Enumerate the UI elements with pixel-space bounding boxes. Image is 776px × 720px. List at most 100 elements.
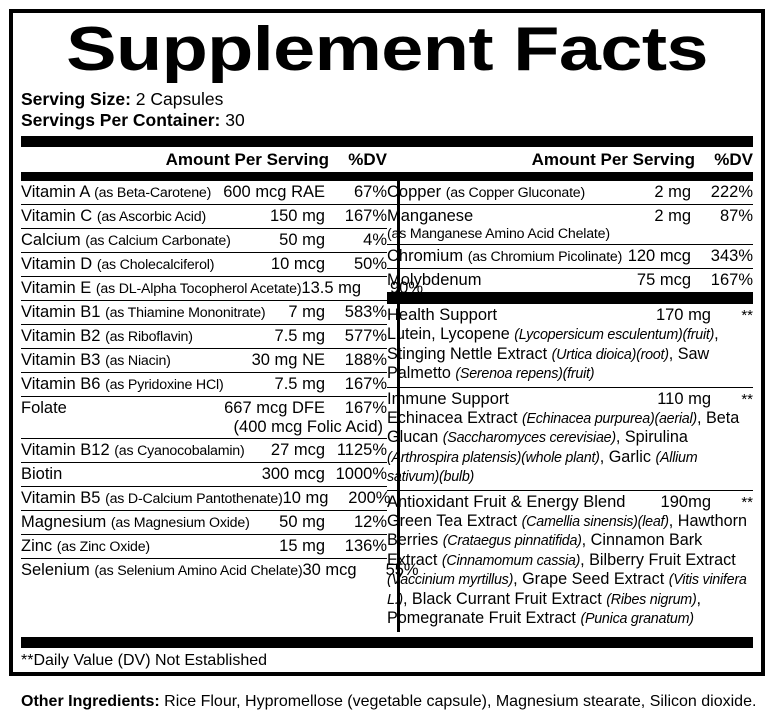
nutrient-amount: 7.5 mg xyxy=(274,327,325,345)
servings-per-container-label: Servings Per Container: xyxy=(21,110,221,130)
nutrient-dv: 167% xyxy=(344,399,387,417)
page-title: Supplement Facts xyxy=(66,15,708,84)
blend-dv: ** xyxy=(741,390,753,408)
nutrient-amount: 50 mg xyxy=(279,231,325,249)
blend-name: Immune Support xyxy=(387,389,509,408)
nutrient-name: Folate xyxy=(21,399,67,417)
nutrient-row: Copper (as Copper Gluconate) 2 mg 222% xyxy=(387,181,753,205)
nutrient-amount: 2 mg xyxy=(654,207,691,225)
amount-per-serving-header-right: Amount Per Serving xyxy=(531,150,695,169)
nutrient-row: Vitamin A (as Beta-Carotene) 600 mcg RAE 6… xyxy=(21,181,387,205)
nutrient-source: (as Cyanocobalamin) xyxy=(114,443,245,459)
nutrient-source: (as Selenium Amino Acid Chelate) xyxy=(94,563,303,579)
nutrient-amount: 7 mg xyxy=(288,303,325,321)
nutrient-dv: 167% xyxy=(710,271,753,289)
nutrient-dv: 167% xyxy=(344,207,387,225)
nutrient-row: Vitamin C (as Ascorbic Acid) 150 mg 167% xyxy=(21,205,387,229)
nutrient-row: Calcium (as Calcium Carbonate) 50 mg 4% xyxy=(21,229,387,253)
nutrient-amount: 300 mcg xyxy=(261,465,325,483)
nutrient-row: Vitamin B3 (as Niacin) 30 mg NE 188% xyxy=(21,349,387,373)
nutrient-source: (as Niacin) xyxy=(105,353,171,369)
nutrient-amount: 600 mcg RAE xyxy=(223,183,325,201)
divider-bar-blends xyxy=(387,293,753,304)
serving-size-label: Serving Size: xyxy=(21,89,131,109)
supplement-facts-panel: Supplement Facts Serving Size: 2 Capsule… xyxy=(9,9,765,676)
nutrient-source-second-line: (as Manganese Amino Acid Chelate) xyxy=(387,226,610,242)
nutrient-columns: Vitamin A (as Beta-Carotene) 600 mcg RAE 6… xyxy=(21,181,753,632)
dv-header-right: %DV xyxy=(714,150,753,169)
nutrient-source: (as Magnesium Oxide) xyxy=(110,515,250,531)
nutrient-amount: 13.5 mg xyxy=(301,279,362,297)
nutrient-row: Vitamin B2 (as Riboflavin) 7.5 mg 577% xyxy=(21,325,387,349)
nutrient-source: (as Thiamine Mononitrate) xyxy=(105,305,266,321)
servings-per-container-value: 30 xyxy=(220,110,245,130)
nutrient-name: Vitamin A (as Beta-Carotene) xyxy=(21,183,212,201)
nutrient-source: (as D-Calcium Pantothenate) xyxy=(105,491,283,507)
nutrient-dv: 577% xyxy=(344,327,387,345)
nutrient-name: Biotin xyxy=(21,465,63,483)
nutrient-dv: 67% xyxy=(353,183,387,201)
nutrient-source: (as Riboflavin) xyxy=(105,329,193,345)
blend-name: Health Support xyxy=(387,306,498,324)
blend-ingredients: Green Tea Extract (Camellia sinensis)(le… xyxy=(387,511,748,628)
blend-row: Antioxidant Fruit & Energy Blend 190mg **… xyxy=(387,491,753,632)
nutrient-dv: 1000% xyxy=(335,465,387,483)
nutrient-name: Vitamin B6 (as Pyridoxine HCl) xyxy=(21,375,224,393)
nutrient-source: (as Zinc Oxide) xyxy=(56,539,150,555)
column-headers: Amount Per Serving %DV Amount Per Serving… xyxy=(21,150,753,181)
nutrient-name: Zinc (as Zinc Oxide) xyxy=(21,537,150,555)
nutrient-amount: 667 mcg DFE xyxy=(224,399,325,417)
nutrient-row: Manganese 2 mg 87% (as Manganese Amino Acid… xyxy=(387,205,753,245)
servings-per-container-line: Servings Per Container: 30 xyxy=(21,110,753,131)
other-ingredients-value: Rice Flour, Hypromellose (vegetable caps… xyxy=(159,693,757,710)
nutrient-row: Folate 667 mcg DFE 167% (400 mcg Folic Acid… xyxy=(21,397,387,439)
nutrient-name: Selenium (as Selenium Amino Acid Chelate… xyxy=(21,561,303,579)
nutrient-row: Vitamin E (as DL-Alpha Tocopherol Acetat… xyxy=(21,277,423,301)
serving-info: Serving Size: 2 Capsules Servings Per Co… xyxy=(21,89,753,131)
nutrient-amount: 10 mg xyxy=(282,489,329,507)
nutrient-name: Vitamin B3 (as Niacin) xyxy=(21,351,171,369)
nutrient-name: Chromium (as Chromium Picolinate) xyxy=(387,247,623,265)
nutrient-dv: 4% xyxy=(363,231,387,249)
nutrient-dv: 343% xyxy=(710,247,753,265)
nutrient-dv: 188% xyxy=(344,351,387,369)
blend-ingredients: Lutein, Lycopene (Lycopersicum esculentu… xyxy=(387,325,719,382)
nutrient-name: Vitamin C (as Ascorbic Acid) xyxy=(21,207,206,225)
nutrient-name: Copper (as Copper Gluconate) xyxy=(387,183,586,201)
nutrient-name: Manganese xyxy=(387,207,474,225)
nutrient-name: Vitamin D (as Cholecalciferol) xyxy=(21,255,215,273)
nutrient-row: Vitamin B6 (as Pyridoxine HCl) 7.5 mg 167% xyxy=(21,373,387,397)
right-header-rule xyxy=(387,172,753,181)
right-nutrient-column: Copper (as Copper Gluconate) 2 mg 222% Mang… xyxy=(387,181,753,632)
other-ingredients: Other Ingredients: Rice Flour, Hypromell… xyxy=(21,692,761,711)
amount-per-serving-header-left: Amount Per Serving xyxy=(165,150,329,169)
nutrient-row: Vitamin B12 (as Cyanocobalamin) 27 mcg 112… xyxy=(21,439,387,463)
nutrient-amount: 30 mg NE xyxy=(251,351,325,369)
nutrient-row: Magnesium (as Magnesium Oxide) 50 mg 12% xyxy=(21,511,387,535)
nutrient-row: Molybdenum 75 mcg 167% xyxy=(387,269,753,293)
nutrient-amount: 150 mg xyxy=(269,207,325,225)
nutrient-name: Vitamin B1 (as Thiamine Mononitrate) xyxy=(21,303,266,321)
left-nutrient-column: Vitamin A (as Beta-Carotene) 600 mcg RAE 6… xyxy=(21,181,423,632)
nutrient-dv: 1125% xyxy=(336,441,387,459)
nutrient-dv: 583% xyxy=(344,303,387,321)
nutrient-dv: 55% xyxy=(385,561,419,579)
nutrient-dv: 167% xyxy=(344,375,387,393)
nutrient-source: (as Chromium Picolinate) xyxy=(467,249,623,265)
nutrient-amount: 120 mcg xyxy=(627,247,691,265)
nutrient-name: Vitamin B12 (as Cyanocobalamin) xyxy=(21,441,245,459)
nutrient-source: (as Beta-Carotene) xyxy=(94,185,212,201)
nutrient-source: (as Cholecalciferol) xyxy=(96,257,215,273)
serving-size-line: Serving Size: 2 Capsules xyxy=(21,89,753,110)
daily-value-footnote: **Daily Value (DV) Not Established xyxy=(21,652,268,669)
blend-dv: ** xyxy=(741,493,753,511)
nutrient-amount: 50 mg xyxy=(279,513,325,531)
divider-bar-footnote xyxy=(21,637,753,648)
left-column-header: Amount Per Serving %DV xyxy=(21,150,387,181)
nutrient-dv: 200% xyxy=(348,489,391,507)
nutrient-source: (as Pyridoxine HCl) xyxy=(105,377,224,393)
nutrient-name: Molybdenum xyxy=(387,271,482,289)
nutrient-row: Zinc (as Zinc Oxide) 15 mg 136% xyxy=(21,535,387,559)
nutrient-row: Biotin 300 mcg 1000% xyxy=(21,463,387,487)
blend-row: Health Support 170 mg ** Lutein, Lycopene (… xyxy=(387,304,753,388)
